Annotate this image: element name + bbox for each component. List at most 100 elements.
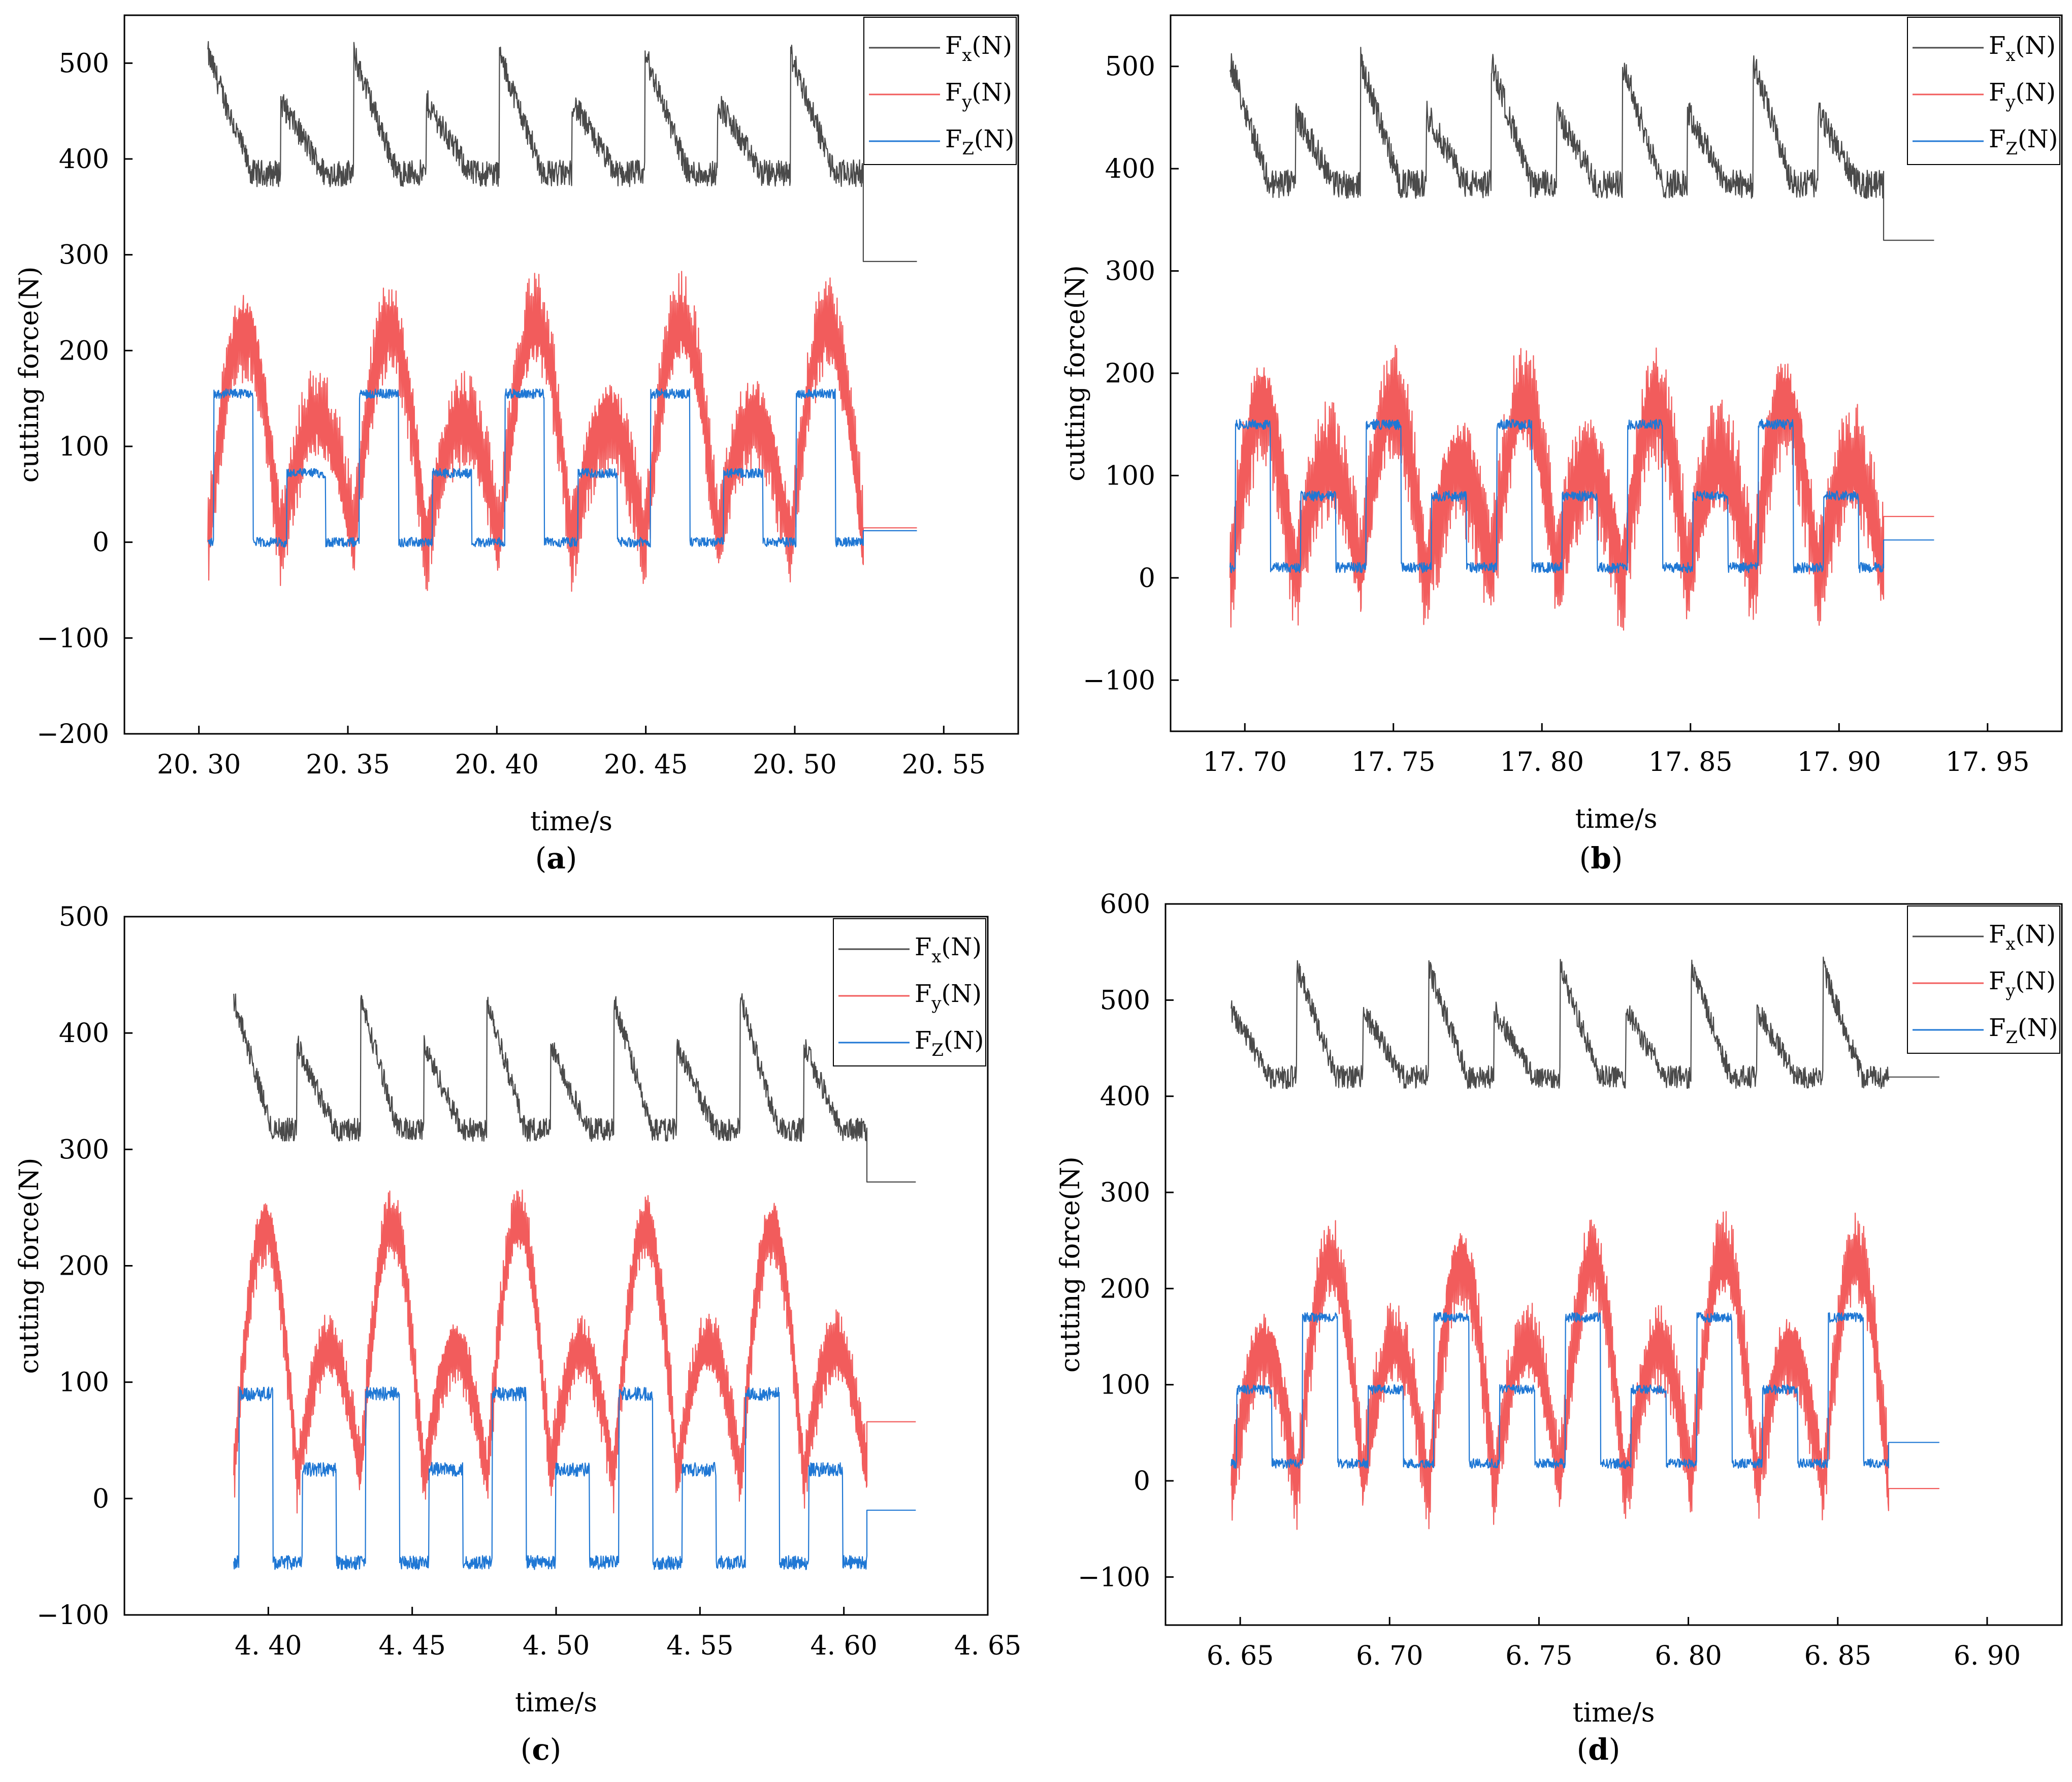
series-line-fy	[233, 1189, 916, 1514]
x-tick-label: 4. 65	[954, 1631, 1021, 1661]
legend-label: Fy(N)	[915, 980, 982, 1014]
y-axis-title: cutting force(N)	[14, 267, 45, 483]
x-tick-label: 4. 60	[811, 1631, 878, 1661]
y-tick-label: 400	[1105, 154, 1155, 184]
legend	[863, 17, 1017, 165]
y-tick-label: 300	[59, 1135, 109, 1165]
y-tick-label: 100	[59, 432, 109, 462]
y-tick-label: 400	[1100, 1082, 1150, 1112]
x-tick-label: 20. 30	[157, 750, 241, 780]
y-tick-label: 100	[1105, 461, 1155, 491]
x-tick-label: 17. 90	[1797, 747, 1881, 777]
legend-label: Fy(N)	[1989, 967, 2056, 1001]
series-line-fx	[1231, 956, 1939, 1089]
x-tick-label: 4. 50	[523, 1631, 590, 1661]
y-tick-label: −100	[1083, 665, 1155, 696]
y-tick-label: 500	[59, 48, 109, 79]
y-tick-label: 400	[59, 1018, 109, 1049]
x-axis-title: time/s	[1573, 1698, 1655, 1728]
y-tick-label: 0	[1134, 1466, 1150, 1497]
y-tick-label: 200	[1100, 1274, 1150, 1304]
x-tick-label: 6. 70	[1356, 1641, 1423, 1671]
legend-label: Fy(N)	[945, 78, 1012, 112]
x-tick-label: 17. 85	[1648, 747, 1732, 777]
x-axis-title: time/s	[515, 1688, 597, 1718]
x-axis-title: time/s	[530, 806, 612, 837]
y-tick-label: 0	[1139, 563, 1155, 594]
x-tick-label: 17. 70	[1203, 747, 1287, 777]
legend	[1907, 17, 2060, 165]
series-line-fx	[207, 41, 917, 263]
panel-label: (c)	[521, 1732, 562, 1767]
y-tick-label: 100	[1100, 1370, 1150, 1401]
x-tick-label: 17. 75	[1351, 747, 1435, 777]
x-tick-label: 4. 40	[235, 1631, 302, 1661]
series-line-fz	[233, 1386, 916, 1570]
panel-b: 17. 70 17. 75 17. 80 17. 85 17. 90 17. 95 −100…	[1060, 14, 2063, 876]
panel-d: 6. 65 6. 70 6. 75 6. 80 6. 85 6. 90 −100 0 100 20…	[1055, 889, 2063, 1767]
y-axis-title: cutting force(N)	[1060, 265, 1091, 481]
y-tick-label: 500	[59, 902, 109, 932]
x-tick-label: 20. 55	[902, 750, 986, 780]
series-line-fz	[1229, 418, 1934, 573]
legend-label: FZ(N)	[945, 125, 1014, 159]
y-tick-label: −100	[1078, 1562, 1150, 1593]
x-tick-label: 20. 40	[455, 750, 539, 780]
x-tick-label: 6. 85	[1804, 1641, 1871, 1671]
x-tick-label: 4. 55	[666, 1631, 733, 1661]
legend-label: FZ(N)	[1989, 1014, 2058, 1048]
x-tick-label: 6. 80	[1655, 1641, 1722, 1671]
x-tick-label: 17. 80	[1500, 747, 1584, 777]
panel-c: 4. 40 4. 45 4. 50 4. 55 4. 60 4. 65 −100 0 100 20…	[14, 902, 1021, 1767]
y-tick-label: 600	[1100, 889, 1150, 920]
plot-frame	[1164, 903, 2063, 1626]
x-tick-label: 4. 45	[379, 1631, 446, 1661]
x-tick-label: 6. 90	[1954, 1641, 2021, 1671]
legend-label: Fx(N)	[915, 933, 982, 967]
x-tick-label: 20. 50	[753, 750, 836, 780]
x-tick-label: 20. 45	[604, 750, 688, 780]
y-tick-label: 100	[59, 1368, 109, 1398]
legend	[833, 918, 986, 1066]
series-line-fy	[207, 271, 917, 592]
x-tick-label: 6. 75	[1505, 1641, 1572, 1671]
y-axis-title: cutting force(N)	[14, 1158, 45, 1374]
y-tick-label: 500	[1100, 985, 1150, 1016]
series-line-fy	[1229, 344, 1934, 631]
series-line-fz	[207, 388, 917, 548]
legend-label: Fy(N)	[1989, 78, 2056, 112]
y-tick-label: −100	[37, 623, 109, 654]
x-tick-label: 20. 35	[306, 750, 390, 780]
legend-label: FZ(N)	[1989, 125, 2058, 159]
y-tick-label: 300	[1105, 256, 1155, 287]
legend-label: Fx(N)	[945, 31, 1012, 66]
panel-label: (d)	[1577, 1732, 1621, 1767]
series-line-fx	[1229, 47, 1934, 241]
series-line-fx	[233, 993, 916, 1183]
panel-a: 20. 30 20. 35 20. 40 20. 45 20. 50 20. 55 −200…	[14, 14, 1019, 876]
legend-label: Fx(N)	[1989, 31, 2056, 66]
y-tick-label: 500	[1105, 52, 1155, 82]
x-tick-label: 17. 95	[1946, 747, 2029, 777]
series-line-fy	[1231, 1211, 1939, 1530]
legend-label: Fx(N)	[1989, 920, 2056, 954]
y-axis-title: cutting force(N)	[1055, 1156, 1086, 1373]
plot-frame	[123, 14, 1019, 735]
y-tick-label: −100	[37, 1600, 109, 1631]
x-tick-label: 6. 65	[1207, 1641, 1274, 1671]
y-tick-label: 300	[1100, 1178, 1150, 1208]
y-tick-label: −200	[37, 719, 109, 750]
y-tick-label: 300	[59, 240, 109, 271]
x-axis-title: time/s	[1575, 804, 1658, 834]
panel-label: (a)	[535, 841, 577, 876]
y-tick-label: 200	[1105, 359, 1155, 389]
legend	[1907, 905, 2060, 1054]
y-tick-label: 0	[92, 1484, 109, 1514]
legend-label: FZ(N)	[915, 1026, 984, 1060]
y-tick-label: 0	[92, 528, 109, 558]
series-line-fz	[1231, 1312, 1939, 1469]
y-tick-label: 400	[59, 144, 109, 175]
y-tick-label: 200	[59, 336, 109, 366]
panel-label: (b)	[1579, 841, 1623, 876]
